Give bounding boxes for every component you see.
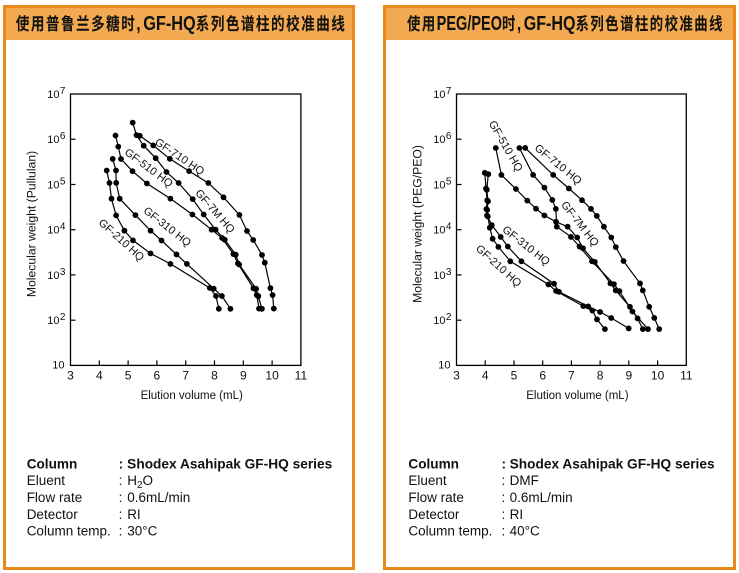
svg-text:10: 10 bbox=[433, 89, 445, 101]
svg-text:10: 10 bbox=[433, 180, 445, 192]
svg-text:H2O: H2O bbox=[127, 473, 153, 491]
svg-text:5: 5 bbox=[511, 369, 518, 383]
svg-text:4: 4 bbox=[60, 222, 66, 233]
svg-text:3: 3 bbox=[446, 267, 452, 278]
svg-text:Molecular weight (Pullulan): Molecular weight (Pullulan) bbox=[25, 151, 39, 297]
svg-text:DMF: DMF bbox=[510, 473, 539, 488]
svg-text:10: 10 bbox=[47, 225, 59, 237]
svg-text:GF-210 HQ: GF-210 HQ bbox=[473, 243, 524, 290]
svg-text:10: 10 bbox=[438, 360, 450, 372]
svg-text:9: 9 bbox=[240, 369, 247, 383]
svg-text:11: 11 bbox=[295, 369, 308, 383]
svg-text:8: 8 bbox=[597, 369, 604, 383]
svg-text:Column temp.: Column temp. bbox=[27, 524, 111, 539]
svg-text:10: 10 bbox=[47, 134, 59, 146]
svg-text::: : bbox=[502, 456, 507, 471]
svg-text:3: 3 bbox=[67, 369, 74, 383]
svg-text:7: 7 bbox=[568, 369, 575, 383]
svg-text:Elution volume (mL): Elution volume (mL) bbox=[526, 390, 628, 402]
svg-text:2: 2 bbox=[446, 312, 452, 323]
svg-text:4: 4 bbox=[96, 369, 103, 383]
svg-text:8: 8 bbox=[211, 369, 218, 383]
svg-text:6: 6 bbox=[539, 369, 546, 383]
svg-text:9: 9 bbox=[625, 369, 632, 383]
svg-text::: : bbox=[119, 456, 124, 471]
svg-text:Column: Column bbox=[408, 456, 459, 471]
svg-text:Shodex Asahipak GF-HQ series: Shodex Asahipak GF-HQ series bbox=[510, 456, 715, 471]
svg-text:10: 10 bbox=[433, 134, 445, 146]
svg-text:RI: RI bbox=[510, 507, 523, 522]
svg-text:10: 10 bbox=[265, 369, 279, 383]
svg-text:Molecular weight (PEG/PEO): Molecular weight (PEG/PEO) bbox=[411, 145, 425, 303]
svg-text:7: 7 bbox=[446, 86, 452, 97]
svg-text:40°C: 40°C bbox=[510, 524, 540, 539]
svg-text:6: 6 bbox=[154, 369, 161, 383]
svg-text:6: 6 bbox=[446, 131, 452, 142]
svg-text::: : bbox=[119, 507, 123, 522]
svg-text:GF-HQ: GF-HQ bbox=[524, 12, 576, 34]
svg-text:Detector: Detector bbox=[408, 507, 460, 522]
svg-text:,: , bbox=[136, 12, 140, 34]
svg-text:30°C: 30°C bbox=[127, 524, 157, 539]
svg-text::: : bbox=[502, 490, 506, 505]
svg-text:10: 10 bbox=[47, 180, 59, 192]
svg-text::: : bbox=[119, 473, 123, 488]
svg-text:10: 10 bbox=[47, 315, 59, 327]
svg-text:Column temp.: Column temp. bbox=[408, 524, 492, 539]
svg-text::: : bbox=[119, 490, 123, 505]
svg-text:GF-HQ: GF-HQ bbox=[143, 12, 196, 34]
svg-text::: : bbox=[502, 524, 506, 539]
svg-text:10: 10 bbox=[47, 270, 59, 282]
svg-text:10: 10 bbox=[433, 270, 445, 282]
svg-text:3: 3 bbox=[453, 369, 460, 383]
svg-text:5: 5 bbox=[125, 369, 132, 383]
svg-text:2: 2 bbox=[60, 312, 66, 323]
svg-text:7: 7 bbox=[182, 369, 189, 383]
svg-text:4: 4 bbox=[482, 369, 489, 383]
svg-text:4: 4 bbox=[446, 222, 452, 233]
svg-text:Eluent: Eluent bbox=[408, 473, 447, 488]
svg-text:0.6mL/min: 0.6mL/min bbox=[510, 490, 573, 505]
svg-text:10: 10 bbox=[47, 89, 59, 101]
svg-text:Flow rate: Flow rate bbox=[27, 490, 83, 505]
svg-text:Flow rate: Flow rate bbox=[408, 490, 464, 505]
svg-text:Detector: Detector bbox=[27, 507, 79, 522]
svg-text:10: 10 bbox=[651, 369, 665, 383]
svg-text:PEG/PEO: PEG/PEO bbox=[437, 12, 502, 34]
svg-text:Shodex Asahipak GF-HQ series: Shodex Asahipak GF-HQ series bbox=[127, 456, 332, 471]
svg-text:3: 3 bbox=[60, 267, 66, 278]
svg-text:10: 10 bbox=[52, 360, 64, 372]
svg-text:GF-710 HQ: GF-710 HQ bbox=[532, 142, 584, 187]
svg-text:Column: Column bbox=[27, 456, 78, 471]
svg-text:Eluent: Eluent bbox=[27, 473, 66, 488]
svg-text:10: 10 bbox=[433, 225, 445, 237]
svg-text:5: 5 bbox=[446, 177, 452, 188]
svg-text::: : bbox=[119, 524, 123, 539]
svg-text:5: 5 bbox=[60, 177, 66, 188]
svg-text:RI: RI bbox=[127, 507, 141, 522]
svg-text:7: 7 bbox=[60, 86, 66, 97]
svg-text:GF-310 HQ: GF-310 HQ bbox=[141, 205, 194, 250]
svg-text:11: 11 bbox=[680, 369, 693, 383]
svg-text:10: 10 bbox=[433, 315, 445, 327]
svg-text::: : bbox=[502, 473, 506, 488]
svg-text::: : bbox=[502, 507, 506, 522]
svg-text:6: 6 bbox=[60, 131, 66, 142]
svg-text:Elution volume (mL): Elution volume (mL) bbox=[141, 390, 243, 402]
svg-text:,: , bbox=[517, 12, 521, 34]
svg-text:0.6mL/min: 0.6mL/min bbox=[127, 490, 190, 505]
